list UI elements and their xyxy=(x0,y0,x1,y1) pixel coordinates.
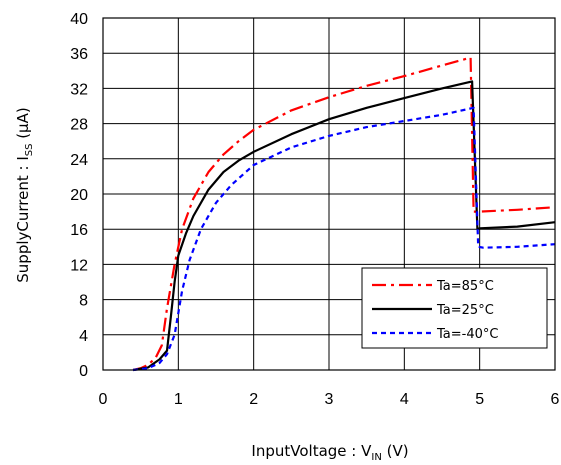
y-axis-label-subscript: SS xyxy=(24,144,35,157)
y-tick-label: 32 xyxy=(70,81,88,98)
y-tick-label: 40 xyxy=(70,11,88,28)
plot-area xyxy=(102,17,556,372)
x-tick-label: 4 xyxy=(400,391,409,408)
x-axis-label-subscript: IN xyxy=(371,452,381,463)
y-tick-label: 0 xyxy=(79,363,88,380)
x-tick-label: 5 xyxy=(475,391,484,408)
series-line-3 xyxy=(132,106,556,372)
x-tick-label: 3 xyxy=(325,391,334,408)
y-tick-label: 12 xyxy=(70,257,88,274)
legend-label-2: Ta=25°C xyxy=(436,303,494,318)
series-line-1 xyxy=(132,56,556,372)
series-lines xyxy=(132,56,556,372)
legend-label-1: Ta=85°C xyxy=(436,279,494,294)
y-tick-label: 8 xyxy=(79,293,88,310)
y-tick-label: 36 xyxy=(70,46,88,63)
legend: Ta=85°C Ta=25°C Ta=-40°C xyxy=(361,267,548,349)
y-tick-label: 28 xyxy=(70,117,88,134)
x-axis-label: InputVoltage : VIN (V) xyxy=(251,442,408,463)
x-tick-labels: 0 1 2 3 4 5 6 xyxy=(99,391,560,408)
x-tick-label: 6 xyxy=(551,391,560,408)
y-tick-label: 16 xyxy=(70,222,88,239)
y-tick-label: 24 xyxy=(70,152,88,169)
x-tick-label: 1 xyxy=(174,391,183,408)
x-tick-label: 0 xyxy=(99,391,108,408)
y-tick-label: 20 xyxy=(70,187,88,204)
y-tick-label: 4 xyxy=(79,328,88,345)
plot-frame xyxy=(102,17,556,371)
y-tick-labels: 0 4 8 12 16 20 24 28 32 36 40 xyxy=(70,11,88,380)
legend-label-3: Ta=-40°C xyxy=(436,327,498,342)
y-axis-label: SupplyCurrent : ISS (μA) xyxy=(14,107,35,282)
x-tick-label: 2 xyxy=(249,391,258,408)
